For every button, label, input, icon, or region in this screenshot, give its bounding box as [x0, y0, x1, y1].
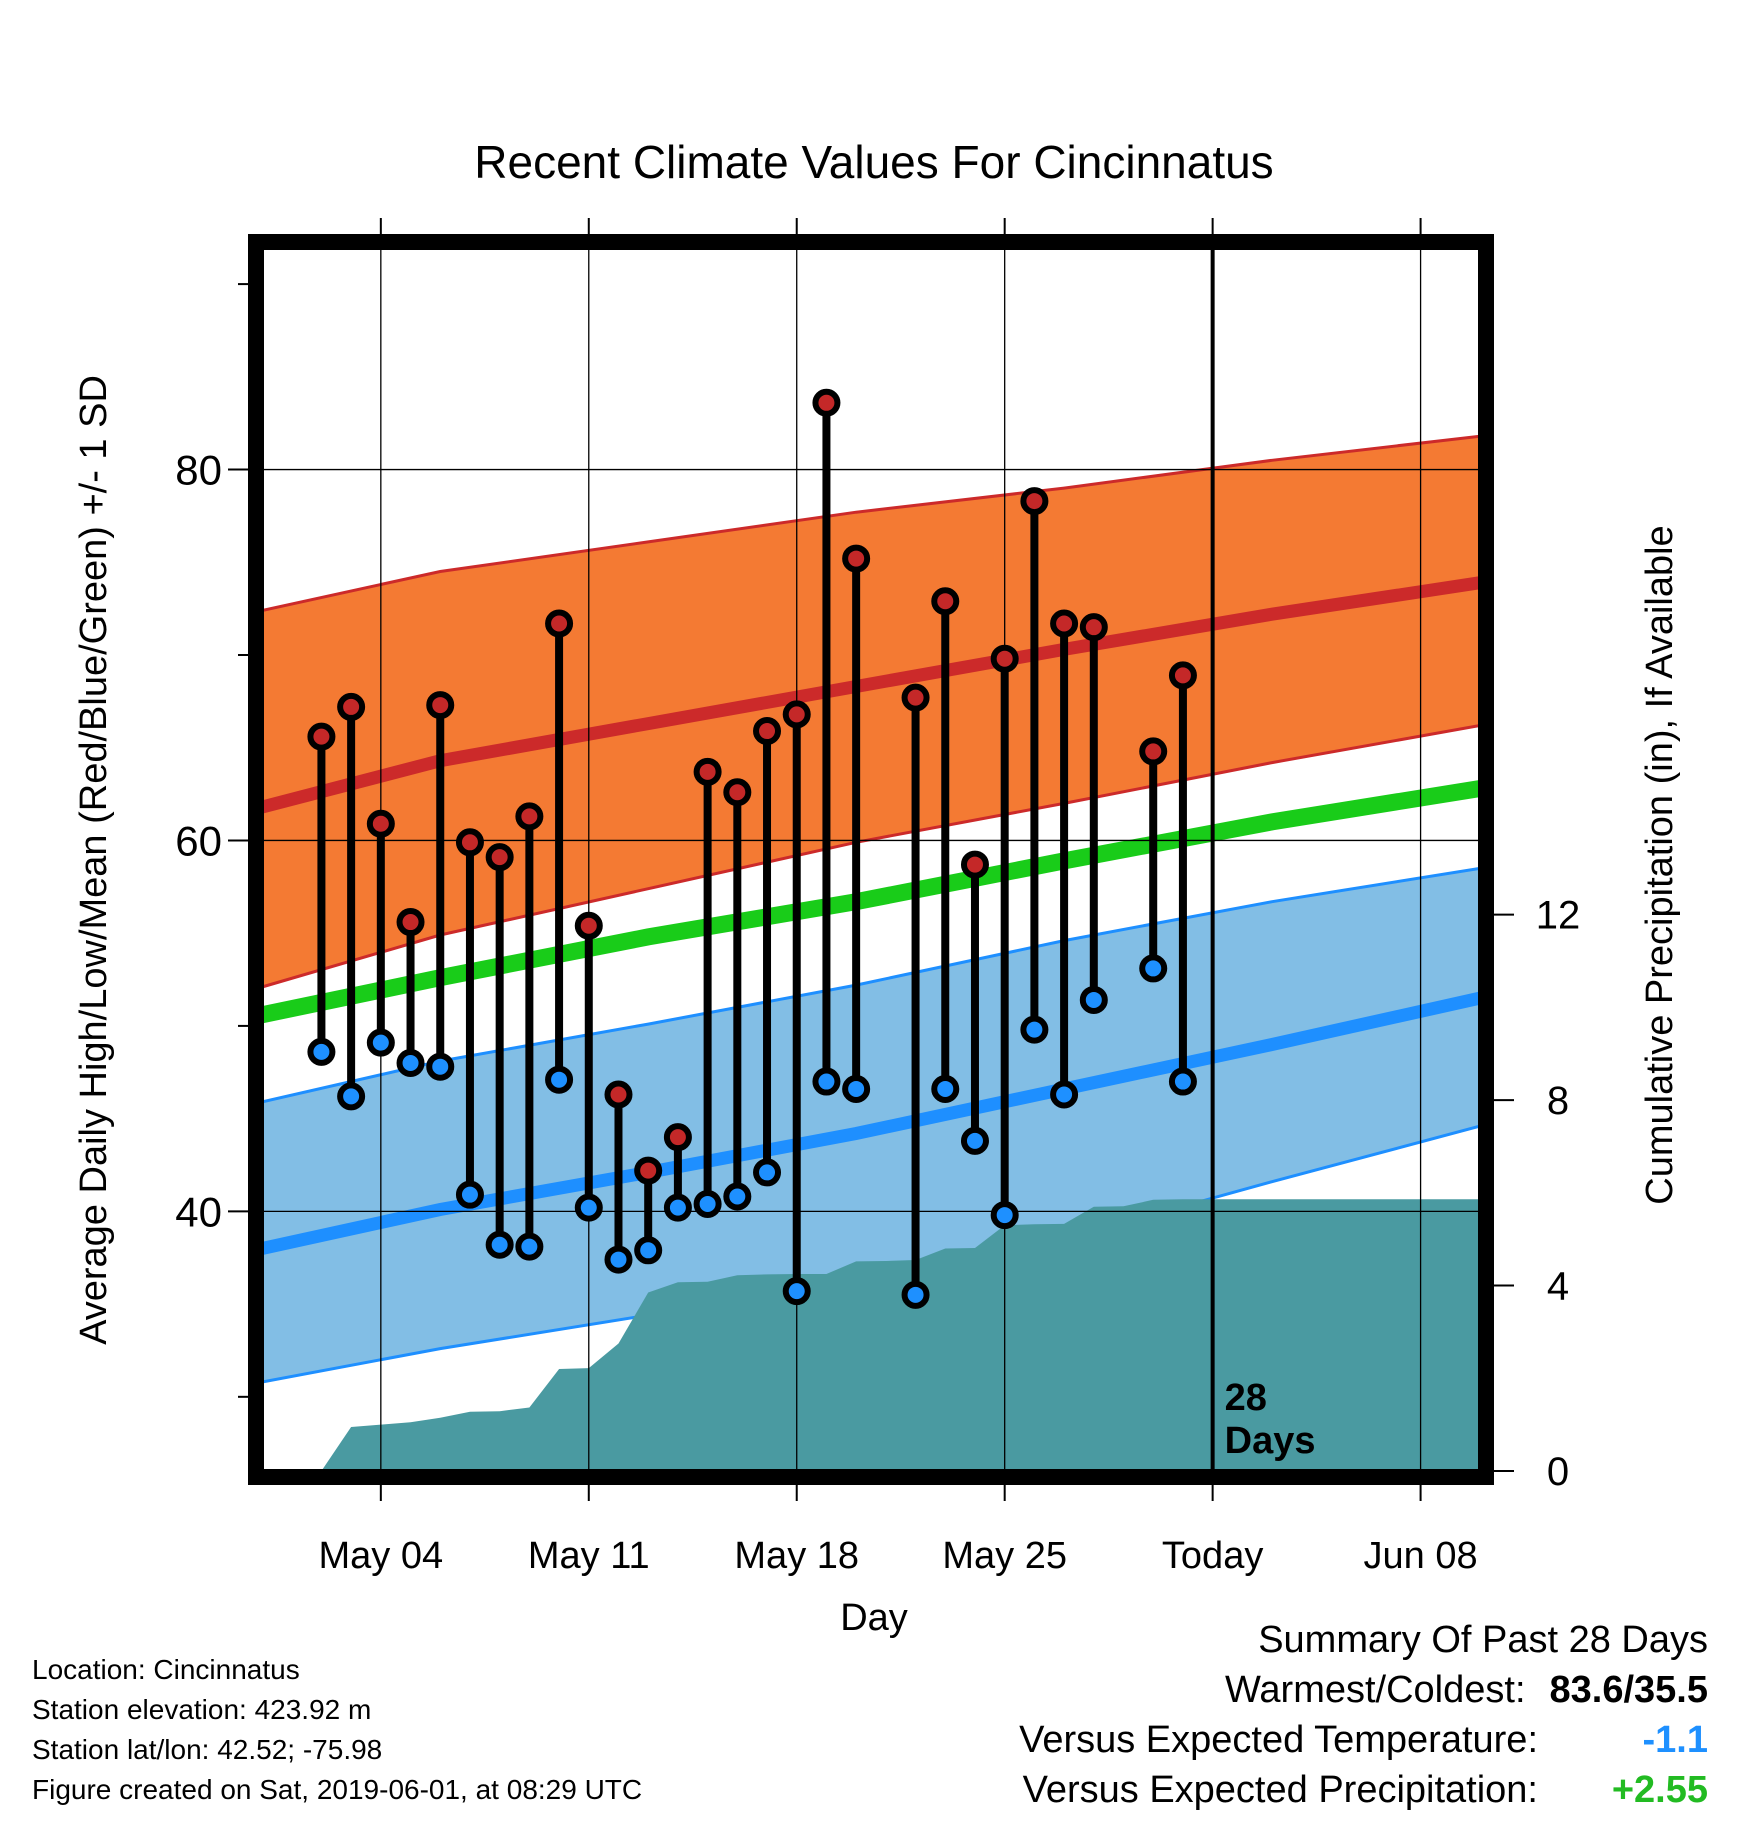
y-tick-label: 80: [175, 447, 222, 494]
high-temp-marker: [693, 757, 722, 786]
summary-panel: Summary Of Past 28 Days Warmest/Coldest:…: [808, 1615, 1708, 1815]
low-temp-marker: [545, 1065, 574, 1094]
high-temp-marker: [723, 778, 752, 807]
high-temp-marker: [574, 911, 603, 940]
y2-tick-label: 12: [1536, 894, 1581, 938]
high-temp-marker: [396, 908, 425, 937]
y-tick-label: 40: [175, 1188, 222, 1235]
y2-tick-label: 8: [1547, 1079, 1569, 1123]
low-temp-marker: [1050, 1080, 1079, 1109]
temp-anomaly-label: Versus Expected Temperature:: [1019, 1719, 1538, 1761]
chart-title: Recent Climate Values For Cincinnatus: [474, 136, 1273, 188]
low-temp-marker: [396, 1049, 425, 1077]
plot-area: 28 Days: [262, 247, 1480, 1471]
high-temp-marker: [634, 1156, 663, 1185]
low-temp-marker: [693, 1189, 722, 1218]
axes: May 04 May 11 May 18 May 25 Today Jun 0840608…: [175, 218, 1580, 1577]
low-temp-marker: [1079, 985, 1108, 1014]
high-temp-marker: [812, 388, 841, 417]
high-temp-marker: [604, 1080, 633, 1109]
y2-axis-label: Cumulative Precipitation (in), If Availa…: [1639, 525, 1681, 1204]
high-temp-marker: [455, 828, 484, 857]
summary-title: Summary Of Past 28 Days: [1258, 1619, 1708, 1661]
x-tick-label: May 11: [528, 1535, 650, 1577]
high-temp-marker: [366, 809, 395, 838]
x-tick-label: May 18: [734, 1535, 859, 1577]
high-temp-marker: [753, 717, 782, 746]
low-temp-marker: [842, 1074, 871, 1103]
plot-frame: [248, 234, 1494, 1485]
low-temp-marker: [960, 1126, 989, 1155]
plot-content: 28 Days: [262, 247, 1480, 1471]
high-temp-marker: [782, 700, 811, 729]
high-temp-marker: [337, 692, 366, 721]
high-temp-marker: [1168, 661, 1197, 690]
precip-area: [262, 1199, 1480, 1471]
normal-low-mean-line: [262, 991, 1480, 1255]
x-axis-label: Day: [840, 1597, 908, 1639]
x-tick-label: Today: [1162, 1535, 1263, 1577]
high-temp-marker: [515, 802, 544, 831]
low-temp-marker: [663, 1193, 692, 1222]
low-temp-marker: [990, 1201, 1019, 1230]
precip-anomaly-label: Versus Expected Precipitation:: [1022, 1769, 1538, 1811]
normal-high-band: [262, 436, 1480, 987]
location-text: Location: Cincinnatus: [32, 1654, 300, 1685]
high-temp-marker: [901, 683, 930, 712]
low-temp-marker: [485, 1230, 514, 1259]
low-temp-marker: [1168, 1067, 1197, 1096]
warmest-coldest-label: Warmest/Coldest:: [1224, 1669, 1526, 1711]
high-temp-marker: [663, 1123, 692, 1152]
low-temp-marker: [337, 1082, 366, 1111]
high-temp-marker: [426, 691, 455, 720]
y-axis-label: Average Daily High/Low/Mean (Red/Blue/Gr…: [73, 375, 115, 1345]
x-tick-label: May 25: [942, 1535, 1067, 1577]
high-temp-marker: [545, 609, 574, 638]
low-temp-marker: [753, 1158, 782, 1187]
y2-tick-label: 0: [1547, 1450, 1569, 1494]
high-temp-marker: [1139, 737, 1168, 766]
temp-anomaly-row: Versus Expected Temperature: -1.1: [808, 1715, 1708, 1765]
low-temp-marker: [901, 1280, 930, 1309]
temp-anomaly-value: -1.1: [1642, 1719, 1708, 1761]
low-temp-marker: [1020, 1015, 1049, 1044]
station-info: Location: Cincinnatus Station elevation:…: [32, 1650, 642, 1810]
warmest-coldest-row: Warmest/Coldest: 83.6/35.5: [808, 1665, 1708, 1715]
high-temp-marker: [960, 850, 989, 879]
created-text: Figure created on Sat, 2019-06-01, at 08…: [32, 1774, 643, 1805]
high-temp-marker: [990, 644, 1019, 673]
y-tick-label: 60: [175, 817, 222, 864]
today-days-label: 28 Days: [1225, 1377, 1316, 1462]
low-temp-marker: [366, 1028, 395, 1057]
low-temp-marker: [782, 1277, 811, 1306]
high-temp-marker: [1020, 487, 1049, 516]
precip-anomaly-value: +2.55: [1611, 1769, 1708, 1811]
elevation-text: Station elevation: 423.92 m: [32, 1694, 372, 1725]
low-temp-marker: [307, 1037, 336, 1066]
low-temp-marker: [931, 1074, 960, 1103]
x-tick-label: Jun 08: [1364, 1535, 1478, 1577]
low-temp-marker: [634, 1236, 663, 1265]
low-temp-marker: [426, 1052, 455, 1081]
low-temp-marker: [1139, 954, 1168, 983]
latlon-text: Station lat/lon: 42.52; -75.98: [32, 1734, 383, 1765]
high-temp-marker: [1050, 609, 1079, 638]
high-temp-marker: [842, 544, 871, 573]
x-tick-label: May 04: [319, 1535, 444, 1577]
precip-anomaly-row: Versus Expected Precipitation: +2.55: [808, 1765, 1708, 1815]
normal-high-upper-line: [262, 434, 1480, 612]
low-temp-marker: [604, 1245, 633, 1274]
low-temp-marker: [574, 1193, 603, 1222]
low-temp-marker: [812, 1067, 841, 1096]
high-temp-marker: [307, 722, 336, 751]
high-temp-marker: [1079, 613, 1108, 642]
warmest-coldest-value: 83.6/35.5: [1549, 1669, 1708, 1711]
low-temp-marker: [455, 1180, 484, 1209]
y2-tick-label: 4: [1547, 1265, 1569, 1309]
high-temp-marker: [485, 843, 514, 872]
low-temp-marker: [515, 1232, 544, 1261]
high-temp-marker: [931, 587, 960, 616]
low-temp-marker: [723, 1182, 752, 1211]
